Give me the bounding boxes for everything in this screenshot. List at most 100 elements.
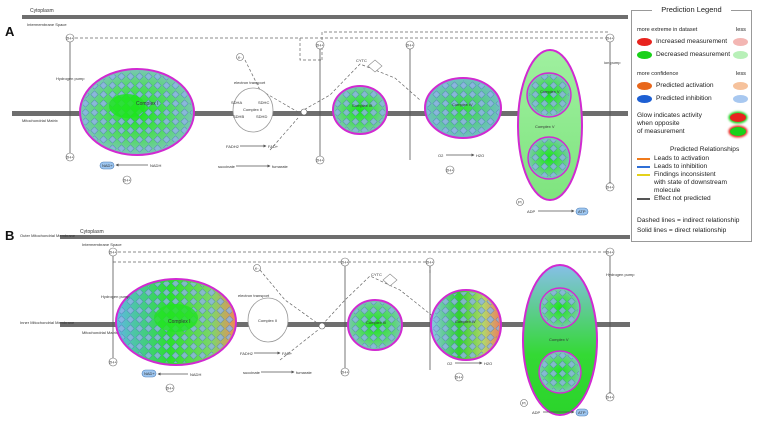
- legend-pred-inhibition: Predicted inhibition: [656, 95, 712, 102]
- svg-text:Complex V: Complex V: [549, 337, 569, 342]
- svg-text:2H+: 2H+: [446, 168, 454, 173]
- svg-text:2H+: 2H+: [66, 155, 74, 160]
- legend-solid: Solid lines = direct relationship: [637, 227, 727, 234]
- svg-text:NAD+: NAD+: [102, 163, 113, 168]
- outer-membrane-label-b: Outer Mitochondrial Membrane: [20, 233, 76, 238]
- cytc-label-a: CYTC: [356, 58, 367, 63]
- inhibition-dark-swatch: [637, 95, 652, 103]
- svg-text:e-: e-: [238, 55, 242, 60]
- ion-pump-label-a: ion pump: [604, 60, 621, 65]
- legend-decreased: Decreased measurement: [656, 51, 731, 58]
- complex-v-a: Complex V Complex V: [517, 49, 583, 201]
- svg-text:ADP: ADP: [527, 209, 536, 214]
- svg-text:FAD+: FAD+: [282, 351, 293, 356]
- panel-a-label: A: [5, 24, 15, 39]
- legend-leads-activation: Leads to activation: [654, 155, 709, 162]
- legend-less-1: less: [736, 27, 746, 33]
- cytc-label-b: CYTC: [371, 272, 382, 277]
- legend-glow-3: of measurement: [637, 128, 685, 135]
- svg-text:ATP: ATP: [578, 410, 586, 415]
- hydrogen-pump-left-label-b: Hydrogen pump: [101, 294, 130, 299]
- legend-pred-activation: Predicted activation: [656, 82, 714, 89]
- glow-red-swatch: [730, 113, 746, 122]
- inhibition-line-swatch: [637, 166, 650, 168]
- svg-text:SDHB: SDHB: [233, 114, 244, 119]
- complex-v-b: Complex V: [522, 264, 598, 416]
- svg-text:e-: e-: [255, 266, 259, 271]
- svg-text:fumarate: fumarate: [296, 370, 313, 375]
- svg-text:2H+: 2H+: [606, 36, 614, 41]
- complex-iv-b: Complex IV: [430, 289, 502, 361]
- intermembrane-label-a: Intermembrane Space: [27, 22, 67, 27]
- panel-b-label: B: [5, 228, 14, 243]
- svg-text:Complex IV: Complex IV: [452, 102, 473, 107]
- svg-text:Pi: Pi: [522, 401, 526, 406]
- complex-iv-a: Complex IV: [424, 77, 502, 139]
- svg-text:succinate: succinate: [218, 164, 236, 169]
- svg-text:Complex V: Complex V: [540, 89, 560, 94]
- outer-membrane-a: [22, 15, 628, 19]
- svg-text:2H+: 2H+: [109, 360, 117, 365]
- svg-text:H2O: H2O: [476, 153, 484, 158]
- svg-text:O2: O2: [438, 153, 444, 158]
- panel-a: A Cytoplasm Intermembrane Space Mitochon…: [5, 8, 628, 216]
- svg-text:2H+: 2H+: [66, 36, 74, 41]
- cytoplasm-label-b: Cytoplasm: [80, 229, 104, 235]
- inconsistent-line-swatch: [637, 174, 650, 176]
- svg-text:Complex II: Complex II: [258, 318, 277, 323]
- complex-iii-b: Complex III: [347, 299, 403, 351]
- legend-less-2: less: [736, 71, 746, 77]
- svg-text:Complex I: Complex I: [168, 319, 191, 325]
- legend-pred-rel: Predicted Relationships: [670, 146, 740, 153]
- activation-light-swatch: [733, 82, 748, 90]
- svg-text:FADH2: FADH2: [240, 351, 254, 356]
- not-predicted-line-swatch: [637, 198, 650, 200]
- outer-membrane-b: [60, 235, 630, 239]
- electron-transport-label-a: electron transport: [234, 80, 266, 85]
- legend-more-confidence: more confidence: [637, 71, 679, 77]
- svg-text:O2: O2: [447, 361, 453, 366]
- glow-green-swatch: [730, 127, 746, 136]
- legend-glow-2: when opposite: [637, 120, 680, 127]
- intermembrane-label-b: Intermembrane Space: [82, 242, 122, 247]
- svg-text:Complex III: Complex III: [352, 103, 372, 108]
- increased-dark-swatch: [637, 38, 652, 46]
- svg-text:fumarate: fumarate: [272, 164, 289, 169]
- svg-text:2H+: 2H+: [406, 43, 414, 48]
- svg-text:Complex III: Complex III: [366, 320, 386, 325]
- svg-text:ADP: ADP: [532, 410, 541, 415]
- inner-membrane-label-b: Inner Mitochondrial Membrane: [20, 320, 75, 325]
- svg-text:SDHC: SDHC: [258, 100, 269, 105]
- svg-text:Complex I: Complex I: [136, 101, 159, 107]
- activation-dark-swatch: [637, 82, 652, 90]
- svg-text:2H+: 2H+: [341, 370, 349, 375]
- legend-dashed: Dashed lines = indirect relationship: [637, 217, 740, 224]
- svg-text:2H+: 2H+: [316, 43, 324, 48]
- svg-text:2H+: 2H+: [341, 260, 349, 265]
- complex-ii-a: SDHA SDHC Complex II SDHB SDHD: [231, 87, 274, 133]
- svg-text:2H+: 2H+: [316, 158, 324, 163]
- activation-line-swatch: [637, 158, 650, 160]
- legend-more-extreme: more extreme in dataset: [637, 27, 698, 33]
- legend-findings-1: Findings inconsistent: [654, 171, 716, 178]
- svg-text:FAD+: FAD+: [268, 144, 279, 149]
- legend-glow-1: Glow indicates activity: [637, 112, 702, 119]
- decreased-dark-swatch: [637, 51, 652, 59]
- complex-iii-a: Complex III: [332, 85, 388, 135]
- matrix-label-b: Mitochondrial Matrix: [82, 330, 118, 335]
- svg-text:FADH2: FADH2: [226, 144, 240, 149]
- svg-text:2H+: 2H+: [606, 395, 614, 400]
- cytoplasm-label-a: Cytoplasm: [30, 8, 54, 14]
- svg-text:Complex V: Complex V: [535, 124, 555, 129]
- svg-text:ATP: ATP: [578, 209, 586, 214]
- svg-text:succinate: succinate: [243, 370, 261, 375]
- increased-light-swatch: [733, 38, 748, 46]
- legend-leads-inhibition: Leads to inhibition: [654, 163, 708, 170]
- svg-text:Complex IV: Complex IV: [455, 319, 476, 324]
- svg-text:H2O: H2O: [484, 361, 492, 366]
- legend-findings-3: molecule: [654, 187, 681, 194]
- svg-text:SDHA: SDHA: [231, 100, 242, 105]
- svg-text:NAD+: NAD+: [144, 371, 155, 376]
- decreased-light-swatch: [733, 51, 748, 59]
